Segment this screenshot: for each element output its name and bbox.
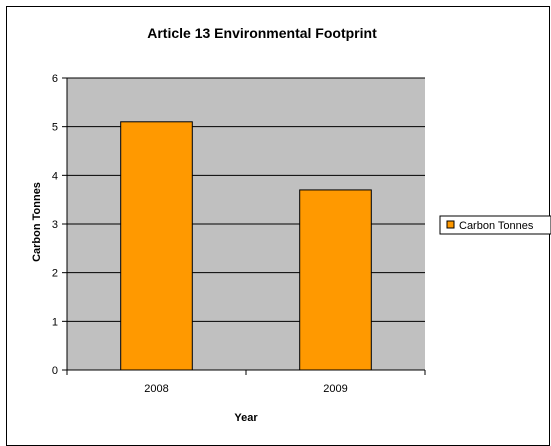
y-tick-label: 1	[52, 316, 58, 328]
y-tick-label: 5	[52, 122, 58, 134]
plot-area: 0 1 2 3 4 5 6 2008 2009	[52, 73, 426, 395]
y-tick-label: 0	[52, 365, 58, 377]
x-tick-label: 2008	[144, 383, 168, 395]
bar-chart: Article 13 Environmental Footprint 0 1 2 3 4…	[31, 25, 551, 424]
y-axis-title: Carbon Tonnes	[31, 182, 43, 262]
bar-2008	[120, 121, 193, 371]
legend-swatch	[446, 220, 455, 229]
chart-title: Article 13 Environmental Footprint	[147, 25, 377, 41]
legend-label: Carbon Tonnes	[459, 220, 534, 232]
x-axis-title: Year	[234, 412, 258, 424]
y-tick-label: 6	[52, 73, 58, 85]
x-tick-label: 2009	[323, 383, 347, 395]
legend: Carbon Tonnes	[439, 215, 551, 235]
legend-box	[439, 215, 551, 235]
bar-2009	[299, 189, 372, 371]
y-tick-label: 4	[52, 170, 58, 182]
y-tick-label: 3	[52, 219, 58, 231]
y-tick-label: 2	[52, 268, 58, 280]
